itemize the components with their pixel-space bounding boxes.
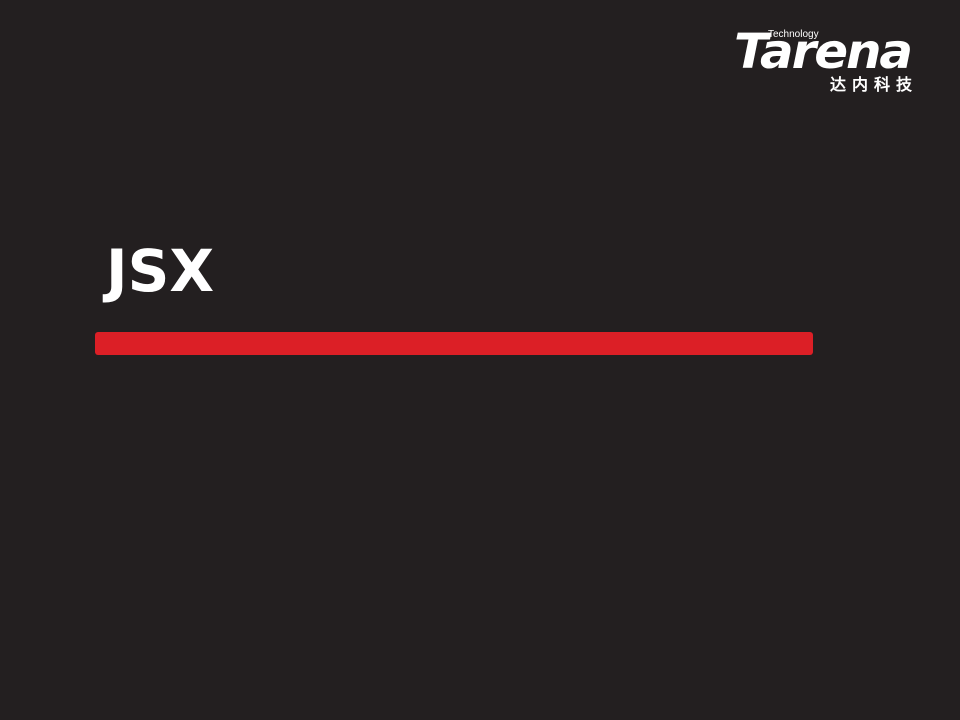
- slide-title: JSX: [106, 237, 215, 305]
- title-underline-bar: [95, 332, 813, 355]
- logo-chinese-text: 达内科技: [830, 75, 919, 94]
- tarena-logo: Technology Tarena 达内科技: [734, 26, 934, 98]
- logo-technology-text: Technology: [768, 29, 819, 40]
- logo-brand-text: Tarena: [734, 24, 913, 80]
